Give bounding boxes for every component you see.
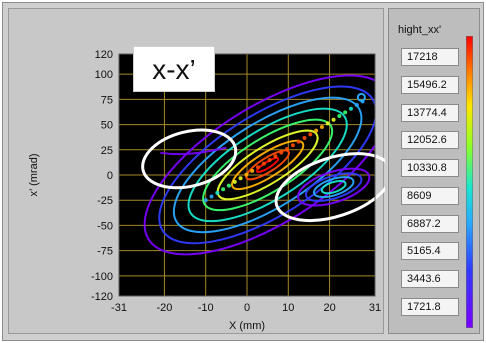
main-distribution-core-point — [308, 132, 313, 137]
y-tick-label: 25 — [101, 145, 113, 157]
upper-right-spot — [356, 92, 366, 102]
legend-value: 15496.2 — [401, 76, 459, 94]
main-distribution-core-point — [319, 125, 324, 130]
main-distribution-contour — [187, 107, 348, 223]
main-distribution-core-point — [296, 139, 301, 144]
main-distribution-core-point — [226, 183, 231, 188]
x-tick-label: 31 — [369, 302, 381, 314]
y-tick-label: -75 — [97, 246, 113, 258]
main-distribution-contour — [158, 85, 375, 245]
legend-value: 12052.6 — [401, 131, 459, 149]
main-distribution-core-point — [348, 106, 353, 111]
x-tick-label: -10 — [198, 302, 214, 314]
x-tick-label: 10 — [282, 302, 294, 314]
y-tick-label: 75 — [101, 94, 113, 106]
legend-value: 1721.8 — [401, 298, 459, 316]
main-distribution-contour — [256, 156, 280, 173]
main-distribution-core-point — [261, 161, 266, 166]
main-distribution-core-point — [209, 194, 214, 199]
lower-right-contour — [312, 176, 355, 199]
legend-value: 3443.6 — [401, 270, 459, 288]
lower-right-outer-contour — [297, 167, 371, 207]
intensity-graph: -31 -20 -10 0 10 20 31 120 100 75 50 25 0 -25 -50 -75-… — [8, 8, 385, 334]
main-distribution-core-point — [354, 103, 359, 108]
main-distribution-core-point — [203, 198, 208, 203]
legend-value: 6887.2 — [401, 215, 459, 233]
y-tick-labels: 120 100 75 50 25 0 -25 -50 -75 -100 -120 — [91, 49, 113, 303]
legend-value: 13774.4 — [401, 104, 459, 122]
color-scale-bar — [466, 36, 473, 328]
x-tick-label: -20 — [156, 302, 172, 314]
main-distribution-core-point — [273, 154, 278, 159]
main-distribution-core-point — [343, 110, 348, 115]
main-distribution-core-point — [215, 190, 220, 195]
main-distribution-contour — [216, 129, 319, 201]
annotation-ellipse-right — [274, 152, 385, 223]
y-tick-label: 0 — [107, 170, 113, 182]
main-distribution-core-point — [250, 168, 255, 173]
y-tick-label: 120 — [95, 49, 113, 61]
main-distribution-core-point — [314, 128, 319, 133]
legend-value: 10330.8 — [401, 159, 459, 177]
annotation-layer — [141, 128, 385, 223]
x-tick-label: 20 — [323, 302, 335, 314]
main-distribution-core-point — [337, 114, 342, 119]
annotation-ellipse-left — [141, 128, 238, 190]
main-distribution-core-point — [238, 176, 243, 181]
main-distribution-core-point — [256, 165, 261, 170]
lower-right-contour — [305, 172, 363, 202]
y-tick-label: 100 — [95, 69, 113, 81]
main-distribution-contour — [245, 149, 290, 181]
main-distribution-contour — [172, 96, 363, 234]
main-distribution-core-point — [244, 172, 249, 177]
legend-value: 17218 — [401, 48, 459, 66]
y-tick-label: 50 — [101, 120, 113, 132]
legend-value: 5165.4 — [401, 242, 459, 260]
y-axis-title: x’ (mrad) — [28, 154, 40, 197]
lower-right-contour — [320, 179, 347, 195]
x-tick-label: 0 — [244, 302, 250, 314]
main-distribution-core-point — [302, 135, 307, 140]
upper-left-trail — [160, 146, 227, 156]
main-distribution-core-point — [232, 179, 237, 184]
y-tick-label: -25 — [97, 195, 113, 207]
legend-title: hight_xx' — [398, 24, 442, 36]
main-distribution-contour — [231, 139, 305, 191]
plot-label-badge: x-x’ — [133, 46, 215, 92]
y-tick-label: -120 — [91, 291, 113, 303]
plot-border — [118, 53, 376, 297]
legend-value: 8609 — [401, 187, 459, 205]
main-distribution-core-point — [285, 146, 290, 151]
main-distribution-core-point — [325, 121, 330, 126]
contour-layer — [143, 74, 375, 256]
y-tick-label: -50 — [97, 220, 113, 232]
main-distribution-core-point — [331, 117, 336, 122]
y-tick-label: -100 — [91, 271, 113, 283]
x-axis-title: X (mm) — [229, 320, 265, 332]
main-distribution-core-point — [279, 150, 284, 155]
x-tick-labels: -31 -20 -10 0 10 20 31 — [111, 302, 381, 314]
main-distribution-core-point — [290, 143, 295, 148]
main-distribution-outer-contour — [143, 74, 375, 256]
main-distribution-core-point — [221, 187, 226, 192]
x-tick-label: -31 — [111, 302, 127, 314]
intensity-graph-svg: -31 -20 -10 0 10 20 31 1201007550250-25-50-75-… — [28, 49, 385, 332]
main-distribution-core-point — [267, 157, 272, 162]
